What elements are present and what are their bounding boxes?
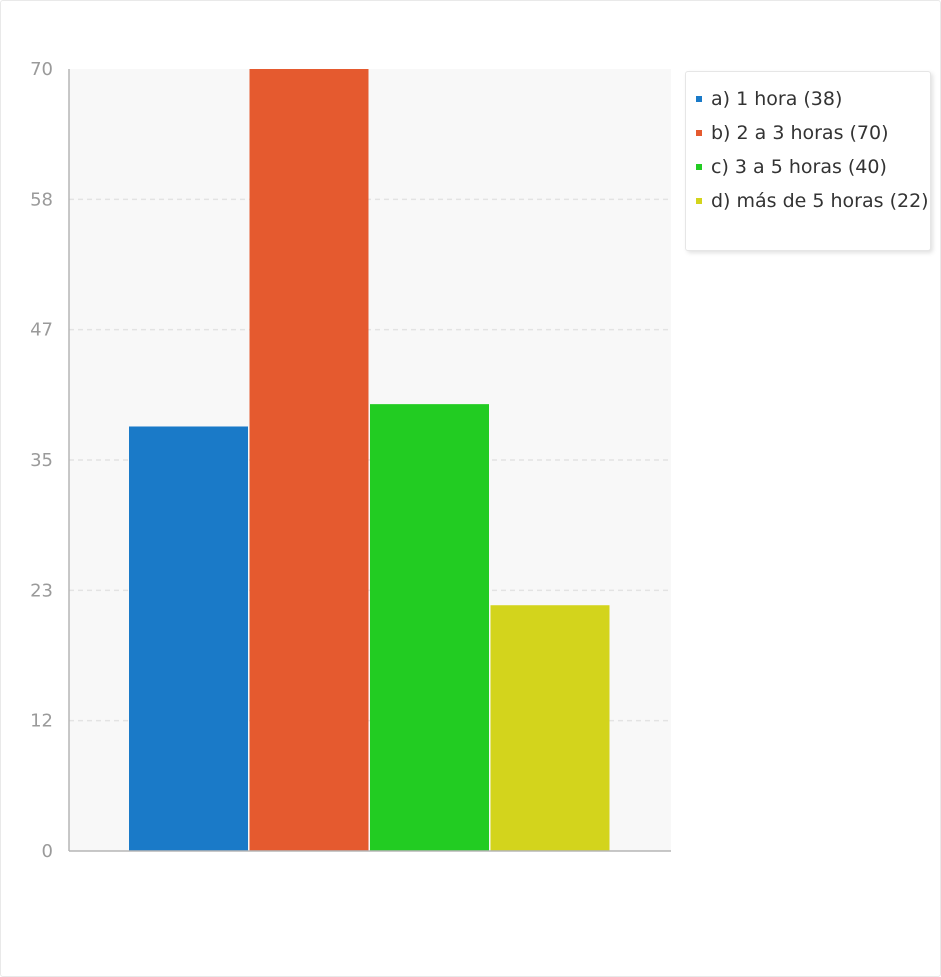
legend-item[interactable]: c) 3 a 5 horas (40) [696, 150, 930, 184]
legend-label: c) 3 a 5 horas (40) [711, 156, 887, 178]
y-axis-ticks: 0 12 23 35 47 58 70 [30, 59, 53, 862]
legend-swatch [696, 96, 702, 102]
legend-item[interactable]: d) más de 5 horas (22) [696, 184, 930, 218]
legend-item[interactable]: b) 2 a 3 horas (70) [696, 116, 930, 150]
y-tick-label: 35 [30, 450, 53, 471]
bar-3[interactable] [370, 404, 489, 851]
y-tick-label: 70 [30, 59, 53, 80]
y-tick-label: 12 [30, 711, 53, 732]
legend-label: a) 1 hora (38) [711, 88, 843, 110]
bar-2[interactable] [249, 69, 369, 851]
legend: a) 1 hora (38) b) 2 a 3 horas (70) c) 3 … [685, 71, 931, 251]
legend-swatch [696, 198, 702, 204]
y-tick-label: 47 [30, 320, 53, 341]
legend-swatch [696, 164, 702, 170]
legend-item[interactable]: a) 1 hora (38) [696, 82, 930, 116]
bar-4[interactable] [490, 605, 610, 851]
legend-swatch [696, 130, 702, 136]
y-tick-label: 0 [42, 841, 53, 862]
bars [129, 69, 610, 851]
bar-1[interactable] [129, 426, 248, 851]
legend-label: d) más de 5 horas (22) [711, 190, 929, 212]
legend-label: b) 2 a 3 horas (70) [711, 122, 889, 144]
y-tick-label: 58 [30, 189, 53, 210]
y-tick-label: 23 [30, 580, 53, 601]
